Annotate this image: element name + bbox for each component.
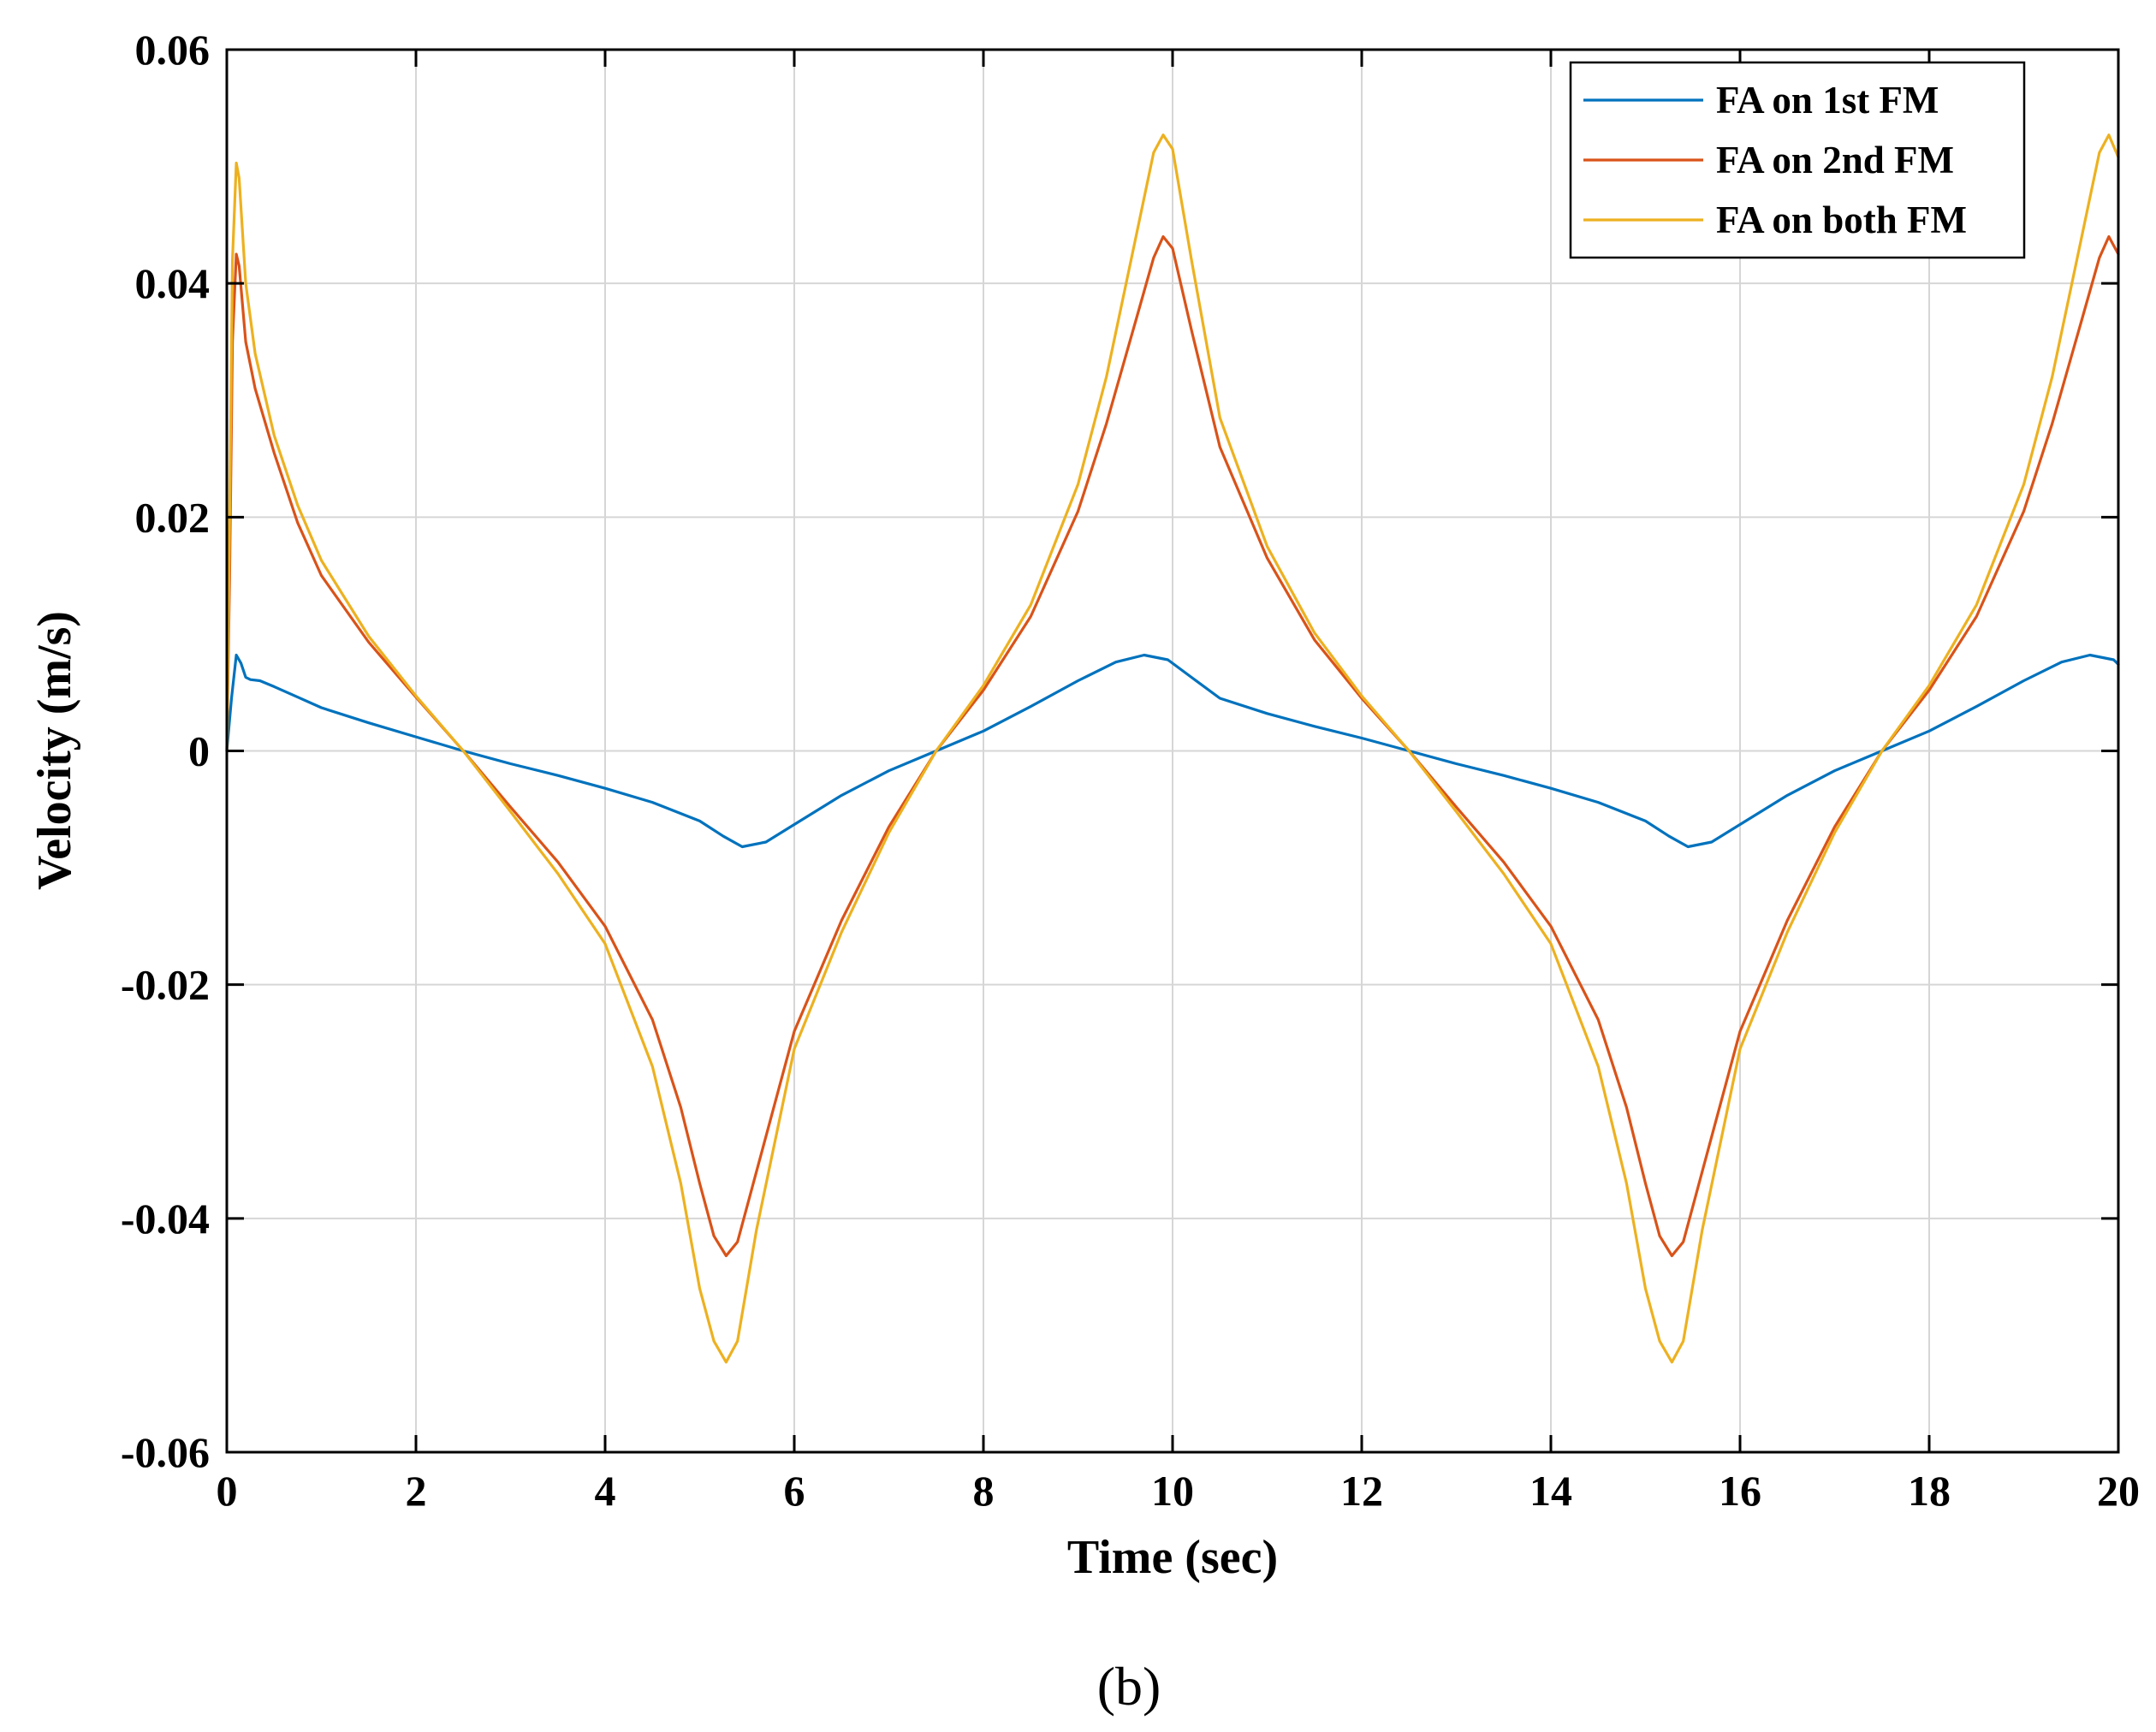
plot-series <box>225 133 2120 1364</box>
x-tick-label: 6 <box>784 1467 805 1515</box>
x-tick-label: 0 <box>217 1467 238 1515</box>
x-tick-label: 18 <box>1908 1467 1951 1515</box>
y-tick-label: 0 <box>188 727 210 775</box>
x-tick-label: 4 <box>595 1467 616 1515</box>
x-axis-label: Time (sec) <box>1067 1531 1278 1584</box>
y-tick-label: -0.02 <box>121 961 210 1009</box>
x-tick-label: 14 <box>1529 1467 1572 1515</box>
x-tick-label: 10 <box>1151 1467 1194 1515</box>
series-line-3 <box>225 133 2120 1364</box>
x-tick-label: 20 <box>2097 1467 2140 1515</box>
x-tick-label: 2 <box>406 1467 427 1515</box>
x-tick-label: 8 <box>973 1467 995 1515</box>
figure-caption: (b) <box>1097 1656 1161 1717</box>
legend-label-1: FA on 1st FM <box>1716 79 1939 122</box>
y-tick-label: 0.04 <box>135 259 211 307</box>
axis-ticks: 0 2 4 6 8 10 12 14 16 18 20 -0.06 -0.04 -0.02 0 0.02 0.0… <box>121 26 2140 1515</box>
x-tick-label: 12 <box>1340 1467 1383 1515</box>
y-tick-label: 0.02 <box>135 493 211 541</box>
legend-label-3: FA on both FM <box>1716 199 1967 241</box>
y-tick-label: -0.04 <box>121 1195 210 1243</box>
y-tick-label: 0.06 <box>135 26 211 74</box>
y-axis-label: Velocity (m/s) <box>28 611 81 890</box>
y-tick-label: -0.06 <box>121 1428 210 1476</box>
x-tick-label: 16 <box>1719 1467 1761 1515</box>
series-line-1 <box>225 653 2120 849</box>
legend-label-2: FA on 2nd FM <box>1716 139 1954 181</box>
legend: FA on 1st FM FA on 2nd FM FA on both FM <box>1569 61 2026 259</box>
series-line-2 <box>225 234 2120 1258</box>
